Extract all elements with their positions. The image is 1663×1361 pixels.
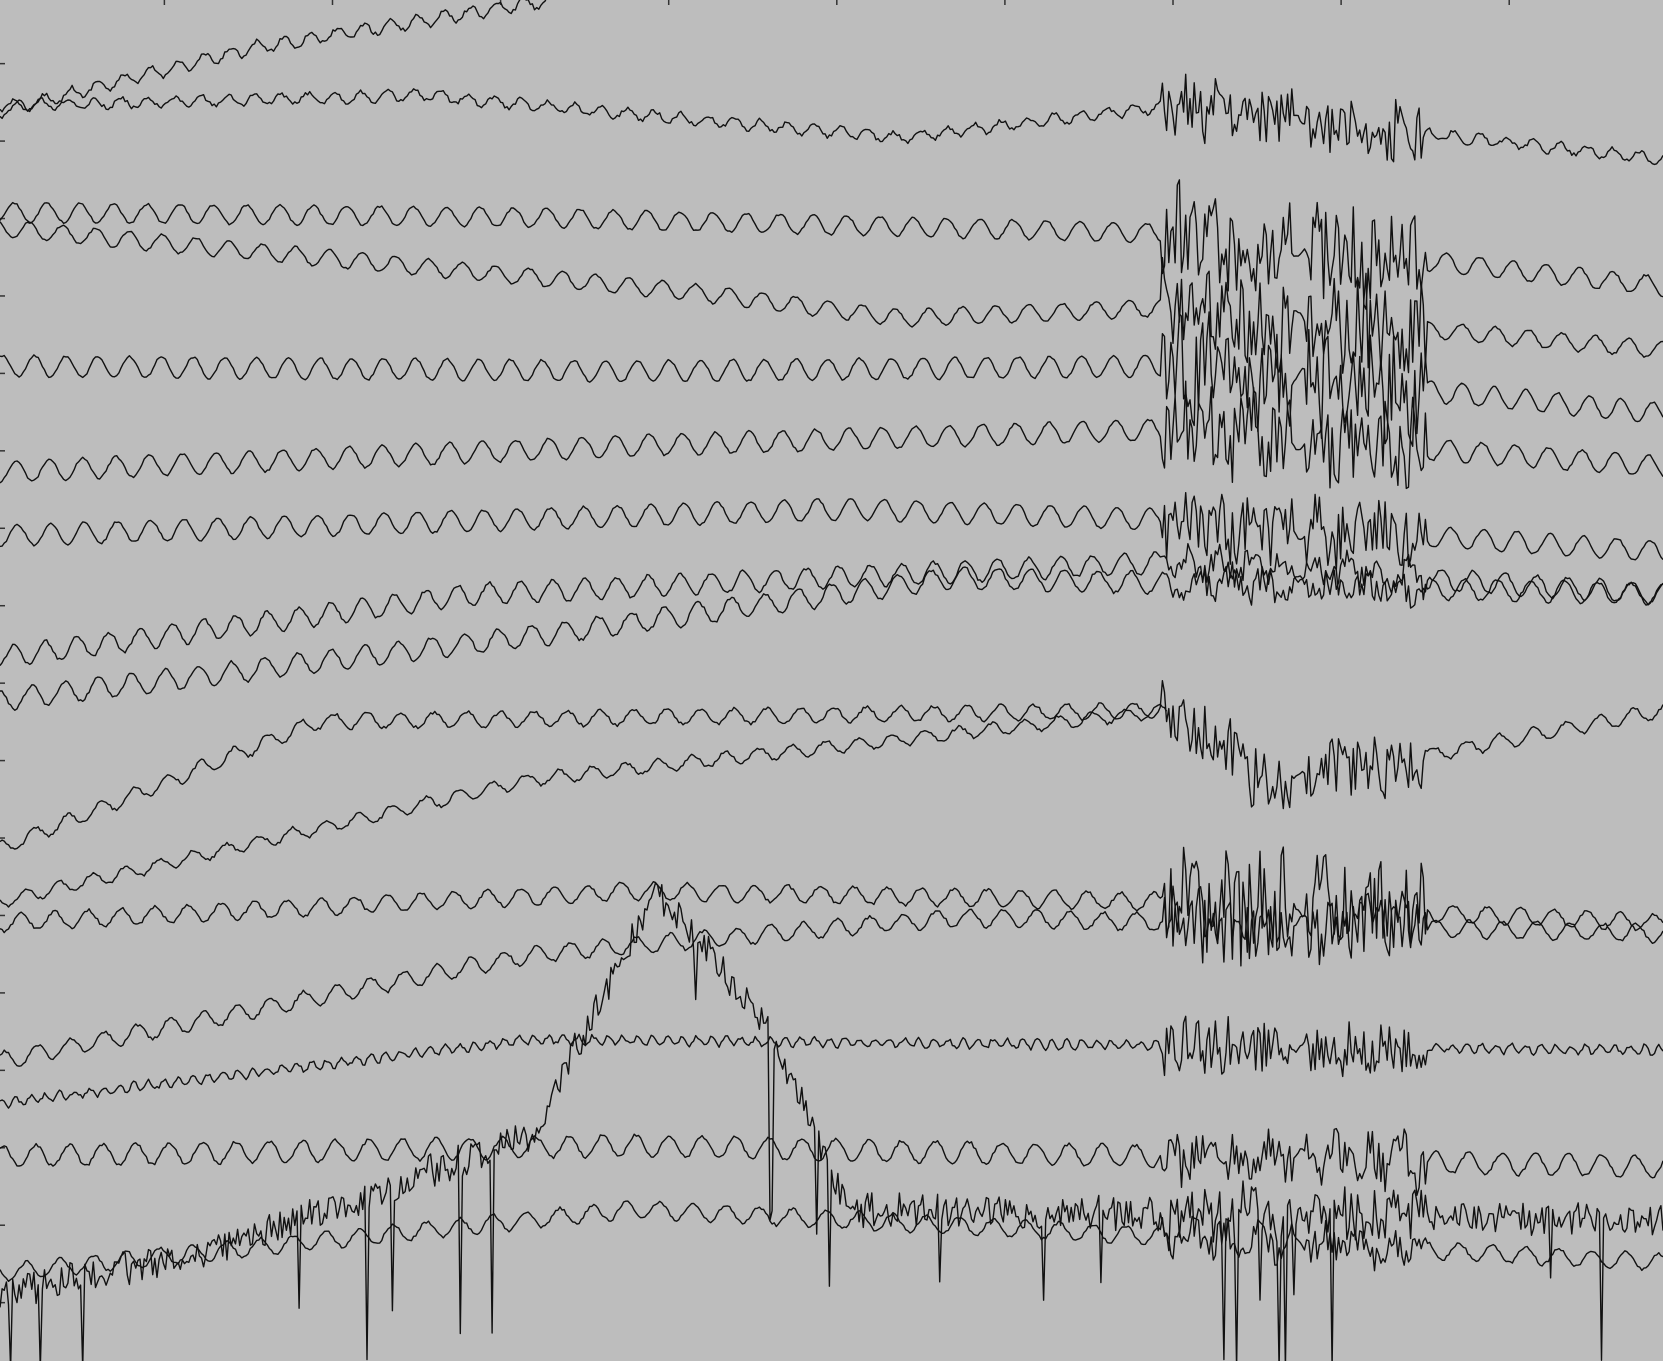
eeg-trace	[0, 380, 1663, 490]
eeg-trace	[0, 1127, 1663, 1196]
eeg-trace	[0, 543, 1663, 667]
eeg-trace	[0, 179, 1663, 310]
eeg-trace	[0, 680, 1663, 850]
eeg-trace	[0, 565, 1663, 711]
eeg-trace	[0, 0, 547, 120]
eeg-trace	[0, 882, 1663, 1361]
eeg-trace	[0, 311, 1663, 447]
frame-ticks	[0, 0, 1510, 1304]
eeg-trace	[0, 885, 1663, 1067]
eeg-trace	[0, 73, 1663, 166]
eeg-trace	[0, 1200, 1663, 1282]
eeg-trace	[0, 221, 1663, 374]
eeg-trace	[0, 1015, 1663, 1109]
eeg-trace	[0, 846, 1663, 967]
eeg-trace	[0, 492, 1663, 572]
eeg-trace	[0, 703, 1168, 908]
